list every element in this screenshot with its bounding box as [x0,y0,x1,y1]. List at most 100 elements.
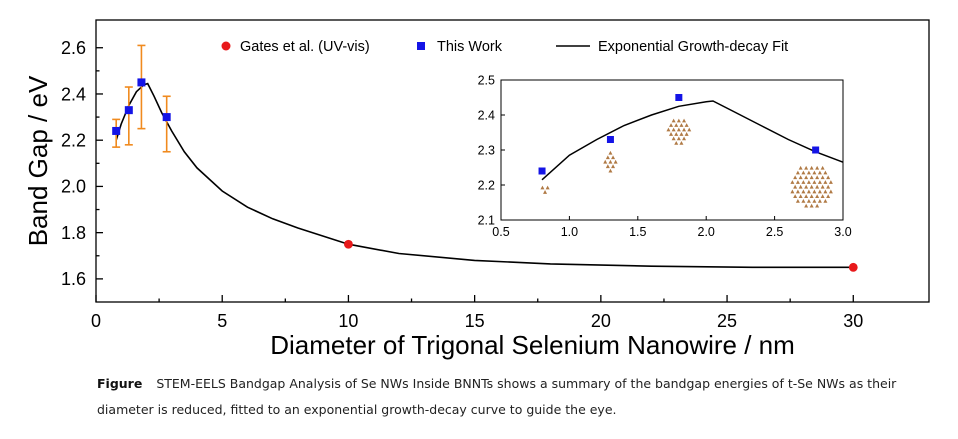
nanowire-atom [801,198,806,203]
nanowire-atom [801,170,806,175]
nanowire-atom [817,198,822,203]
nanowire-atom [815,184,820,189]
nanowire-atom [809,165,814,170]
nanowire-atom [809,184,814,189]
nanowire-atom [823,189,828,194]
nanowire-atom [676,118,681,123]
nanowire-atom [812,180,817,184]
nanowire-atom [605,155,610,160]
x-tick-label: 0 [91,311,101,331]
nanowire-atom [798,165,803,170]
y-tick-label: 2.4 [61,84,86,104]
nanowire-atom [793,184,798,189]
nanowire-atom [801,180,806,184]
nanowire-atom [682,127,687,132]
nanowire-atom [798,184,803,189]
nanowire-atom [820,194,825,199]
nanowire-atom [823,170,828,175]
inset-x-tick-label: 2.5 [766,225,783,239]
nanowire-atom [676,127,681,132]
nanowire-atom [679,132,684,136]
nanowire-atom [669,132,674,136]
x-tick-label: 15 [465,311,485,331]
nanowire-atom [793,175,798,180]
nanowire-atom [820,175,825,180]
nanowire-atom [806,198,811,203]
main-plot: 0 5 10 15 20 25 30 1.6 1.8 2.0 2.2 2.4 2.6 Diameter o… [23,19,930,360]
nanowire-atom [795,170,800,175]
x-tick-label: 25 [717,311,737,331]
inset-y-tick-label: 2.4 [478,108,495,122]
nanowire-atom [666,127,671,132]
legend-label: Gates et al. (UV-vis) [240,39,370,55]
nanowire-atom [795,198,800,203]
nanowire-atom [804,165,809,170]
nanowire-atom [687,127,692,132]
y-axis-title: Band Gap / eV [23,75,53,246]
data-point-gates [344,239,353,249]
inset-data-point-this-work [812,146,820,154]
nanowire-atom [815,175,820,180]
inset-data-point-this-work [675,94,683,101]
nanowire-atom [795,189,800,194]
legend-label: Exponential Growth-decay Fit [598,39,788,55]
nanowire-atom [806,180,811,184]
inset-plot-frame [500,79,844,221]
nanowire-atom [817,189,822,194]
nanowire-atom [682,136,687,141]
inset-y-tick-label: 2.1 [478,213,495,227]
nanowire-atom [674,132,679,136]
data-point-this-work [124,106,133,115]
nanowire-atom [679,140,684,145]
inset-plot: 0.5 1.0 1.5 2.0 2.5 3.0 2.1 2.2 2.3 2.4 2.5 [478,73,852,239]
x-tick-label: 30 [843,311,863,331]
nanowire-atom [823,180,828,184]
plot-frame [95,19,930,303]
nanowire-atom [809,203,814,208]
nanowire-atom [826,194,831,199]
caption-label: Figure [97,376,143,391]
x-axis-title: Diameter of Trigonal Selenium Nanowire /… [270,330,795,360]
nanowire-atom [611,164,616,169]
inset-x-tick-label: 3.0 [834,225,851,239]
nanowire-atom [540,185,545,190]
inset-x-tick-label: 1.5 [629,225,646,239]
nanowire-atom [669,123,674,127]
nanowire-atom [613,159,618,164]
nanowire-atom [801,189,806,194]
nanowire-atom [798,175,803,180]
nanowire-atom [817,170,822,175]
inset-fit-curve [541,100,844,181]
nanowire-atom [545,185,550,190]
inset-data-point-this-work [606,136,614,143]
nanowire-atom [804,194,809,199]
nanowire-atom [806,189,811,194]
x-tick-label: 20 [591,311,611,331]
fit-curve [115,82,854,269]
y-tick-label: 2.0 [61,177,86,197]
inset-y-tick-label: 2.2 [478,178,495,192]
nanowire-atom [679,123,684,127]
inset-x-tick-label: 0.5 [492,225,509,239]
nanowire-atom [671,118,676,123]
nanowire-atom [815,194,820,199]
nanowire-atom [674,123,679,127]
legend-marker-this-work [417,42,425,50]
data-point-this-work [112,126,121,135]
y-tick-label: 2.6 [61,38,86,58]
nanowire-atom [806,170,811,175]
nanowire-atom [823,198,828,203]
nanowire-atom [674,140,679,145]
nanowire-atom [828,189,833,194]
x-tick-label: 10 [338,311,358,331]
nanowire-atom [809,194,814,199]
figure-caption: Figure STEM-EELS Bandgap Analysis of Se N… [97,371,937,423]
legend-marker-gates [221,41,231,51]
y-tick-label: 2.2 [61,130,86,150]
nanowire-atom [812,170,817,175]
nanowire-atom [826,175,831,180]
nanowire-atom [682,118,687,123]
nanowire-atom [671,127,676,132]
nanowire-atom [790,189,795,194]
